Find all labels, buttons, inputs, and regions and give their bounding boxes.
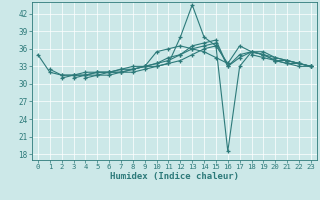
X-axis label: Humidex (Indice chaleur): Humidex (Indice chaleur) — [110, 172, 239, 181]
